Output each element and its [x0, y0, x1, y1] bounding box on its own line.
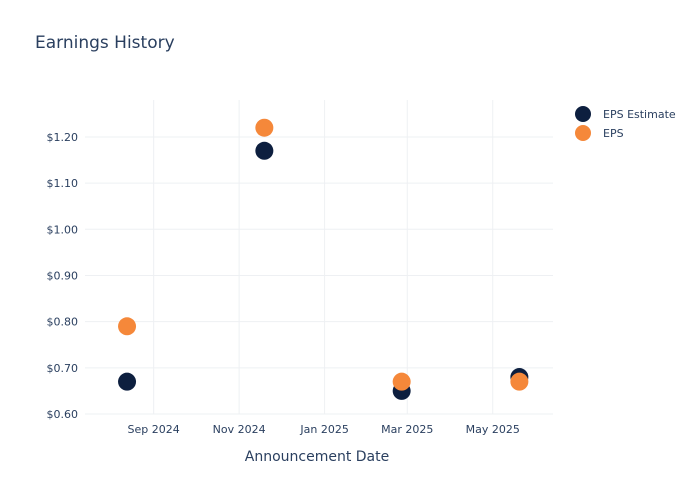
axis-layer: $0.60 $0.70 $0.80 $0.90 $1.00 $1.10 $1.20 Sep 2…: [47, 131, 520, 436]
y-tick-label: $1.00: [47, 223, 79, 236]
y-tick-label: $1.20: [47, 131, 79, 144]
chart-title: Earnings History: [35, 33, 175, 53]
grid-layer: [85, 100, 553, 415]
points-layer: [118, 118, 529, 400]
eps-point[interactable]: [118, 317, 137, 336]
x-tick-label: May 2025: [466, 423, 520, 436]
x-tick-label: Sep 2024: [128, 423, 180, 436]
legend-label: EPS: [603, 127, 624, 140]
legend-marker: [575, 125, 591, 141]
x-tick-label: Jan 2025: [299, 423, 348, 436]
legend-item-eps[interactable]: EPS: [575, 125, 624, 141]
legend-item-eps-estimate[interactable]: EPS Estimate: [575, 106, 676, 122]
x-axis-title: Announcement Date: [245, 449, 389, 465]
y-tick-label: $0.80: [47, 316, 79, 329]
x-tick-label: Nov 2024: [213, 423, 266, 436]
eps-point[interactable]: [392, 372, 411, 391]
eps-point[interactable]: [510, 372, 529, 391]
y-tick-label: $0.60: [47, 408, 79, 421]
legend[interactable]: EPS Estimate EPS: [575, 106, 676, 141]
x-tick-label: Mar 2025: [381, 423, 433, 436]
y-tick-label: $0.90: [47, 269, 79, 282]
eps-point[interactable]: [255, 118, 274, 137]
y-tick-label: $0.70: [47, 362, 79, 375]
legend-label: EPS Estimate: [603, 108, 676, 121]
y-tick-label: $1.10: [47, 177, 79, 190]
legend-marker: [575, 106, 591, 122]
eps-estimate-point[interactable]: [255, 141, 274, 160]
eps-estimate-point[interactable]: [118, 372, 137, 391]
